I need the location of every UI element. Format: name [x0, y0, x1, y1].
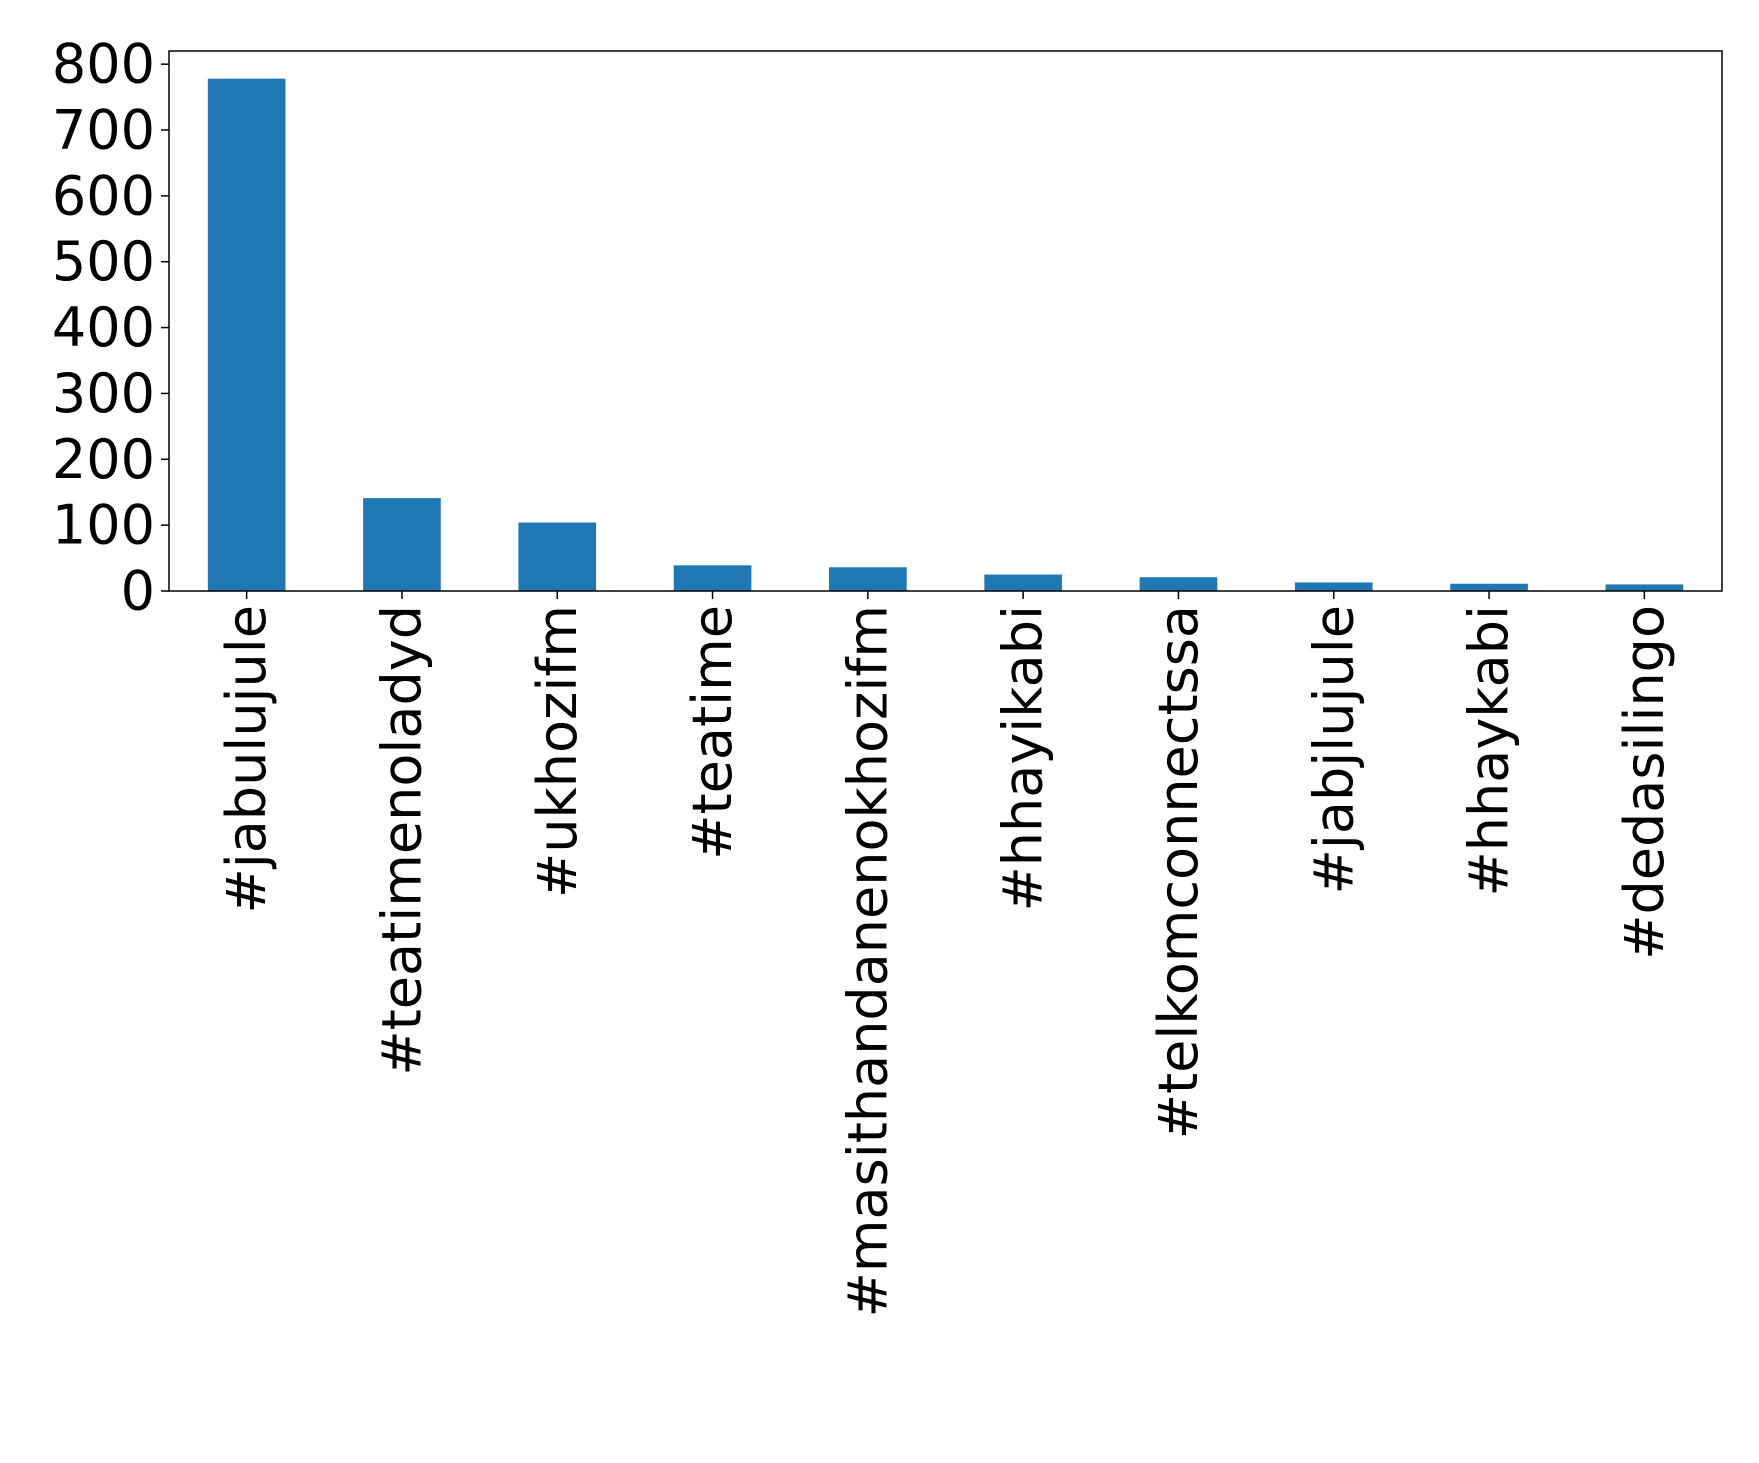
x-tick-label: #masithandanenokhozifm [836, 605, 899, 1317]
bars-group [207, 78, 1684, 591]
x-axis: #jabulujule #teatimenoladyd #ukhozifm #teat… [215, 591, 1676, 1317]
bar-2 [363, 498, 441, 591]
y-tick-label: 300 [52, 362, 155, 425]
bar-5 [829, 567, 907, 591]
x-tick-label: #teatimenoladyd [370, 605, 433, 1076]
bar-4 [673, 565, 752, 591]
bar-7 [1139, 577, 1218, 591]
x-tick-label: #hhaykabi [1458, 605, 1521, 896]
bar-9 [1450, 583, 1528, 591]
bar-3 [518, 522, 597, 591]
x-tick-label: #dedasilingo [1613, 605, 1676, 960]
x-tick-label: #hhayikabi [992, 605, 1055, 911]
y-tick-label: 500 [52, 230, 155, 293]
y-tick-label: 600 [52, 164, 155, 227]
x-tick-label: #telkomconnectssa [1147, 605, 1210, 1139]
x-tick-label: #teatime [681, 605, 744, 860]
y-tick-label: 800 [52, 33, 155, 96]
bar-10 [1605, 584, 1684, 591]
y-tick-label: 200 [52, 428, 155, 491]
y-tick-label: 400 [52, 296, 155, 359]
x-tick-label: #jabjlujule [1302, 605, 1365, 894]
x-tick-label: #ukhozifm [526, 605, 589, 898]
plot-frame [168, 50, 1723, 592]
bar-1 [207, 78, 286, 591]
bar-6 [984, 574, 1062, 591]
y-tick-label: 700 [52, 99, 155, 162]
y-tick-label: 100 [52, 494, 155, 557]
x-tick-label: #jabulujule [215, 605, 278, 914]
bar-8 [1294, 582, 1373, 591]
y-tick-label: 0 [121, 560, 155, 623]
